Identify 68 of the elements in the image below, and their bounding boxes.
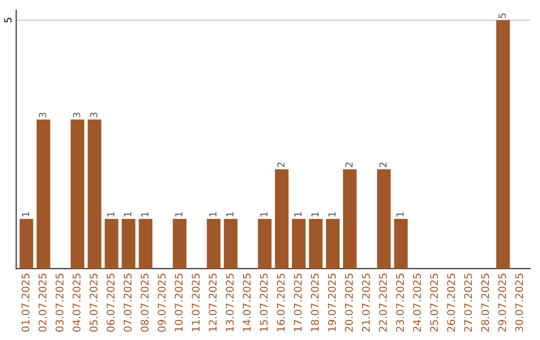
- data-label: 3: [90, 112, 98, 118]
- data-label: 1: [396, 212, 404, 216]
- x-tick-label: 13.07.2025: [226, 274, 234, 332]
- data-label: 1: [311, 212, 318, 216]
- bar: [343, 169, 357, 269]
- x-tick-label: 06.07.2025: [106, 274, 115, 332]
- data-label: 2: [277, 162, 284, 168]
- data-label: 2: [379, 162, 387, 168]
- x-tick-label: 25.07.2025: [430, 274, 438, 332]
- bar: [377, 169, 391, 269]
- data-label: 5: [498, 13, 506, 18]
- data-label: 1: [175, 212, 182, 216]
- bar: [104, 218, 118, 269]
- bar: [206, 218, 220, 269]
- x-tick-label: 07.07.2025: [124, 274, 132, 332]
- x-tick-label: 02.07.2025: [38, 274, 46, 332]
- data-label: 1: [328, 212, 336, 216]
- bar: [138, 218, 152, 269]
- data-label: 1: [141, 212, 148, 216]
- x-tick-label: 09.07.2025: [158, 274, 166, 332]
- data-label: 1: [294, 212, 302, 216]
- data-label: 1: [209, 212, 216, 216]
- data-label: 1: [260, 212, 268, 216]
- bar: [496, 20, 510, 269]
- data-label: 3: [38, 112, 46, 118]
- x-tick-label: 08.07.2025: [140, 274, 149, 332]
- x-tick-label: 15.07.2025: [260, 274, 268, 332]
- data-label: 1: [22, 212, 30, 216]
- x-tick-label: 28.07.2025: [481, 274, 490, 332]
- bar: [224, 218, 238, 269]
- x-tick-label: 27.07.2025: [464, 274, 472, 332]
- bar: [36, 120, 50, 269]
- x-tick-label: 24.07.2025: [413, 274, 421, 332]
- bar: [326, 218, 340, 269]
- data-label: 2: [345, 162, 353, 168]
- x-tick-label: 10.07.2025: [174, 274, 183, 332]
- x-tick-label: 18.07.2025: [310, 274, 319, 332]
- bar: [394, 218, 408, 269]
- bar: [274, 169, 289, 269]
- x-tick-label: 29.07.2025: [498, 274, 506, 332]
- bar: [308, 218, 323, 269]
- x-tick-label: 14.07.2025: [242, 274, 251, 332]
- x-tick-label: 30.07.2025: [515, 274, 524, 332]
- bar: [172, 218, 186, 269]
- data-label: 1: [226, 212, 234, 216]
- x-tick-label: 12.07.2025: [208, 274, 217, 332]
- bar: [70, 120, 84, 269]
- x-tick-label: 23.07.2025: [396, 274, 404, 332]
- data-label: 1: [107, 212, 114, 216]
- x-tick-label: 22.07.2025: [379, 274, 387, 332]
- x-tick-label: 03.07.2025: [56, 274, 64, 332]
- x-tick-label: 11.07.2025: [192, 274, 200, 332]
- data-label: 3: [72, 112, 80, 118]
- bar: [122, 218, 136, 269]
- x-tick-label: 17.07.2025: [294, 274, 302, 332]
- data-label: 1: [124, 212, 132, 216]
- x-tick-label: 04.07.2025: [72, 274, 81, 332]
- bar: [88, 120, 102, 269]
- x-tick-label: 01.07.2025: [22, 274, 30, 332]
- x-tick-label: 05.07.2025: [90, 274, 98, 332]
- x-tick-label: 16.07.2025: [276, 274, 285, 332]
- x-tick-label: 21.07.2025: [362, 274, 370, 332]
- bar: [20, 218, 34, 269]
- bar: [292, 218, 306, 269]
- x-tick-label: 20.07.2025: [344, 274, 353, 332]
- x-tick-label: 19.07.2025: [328, 274, 336, 332]
- bar: [258, 218, 272, 269]
- x-tick-label: 26.07.2025: [447, 274, 455, 332]
